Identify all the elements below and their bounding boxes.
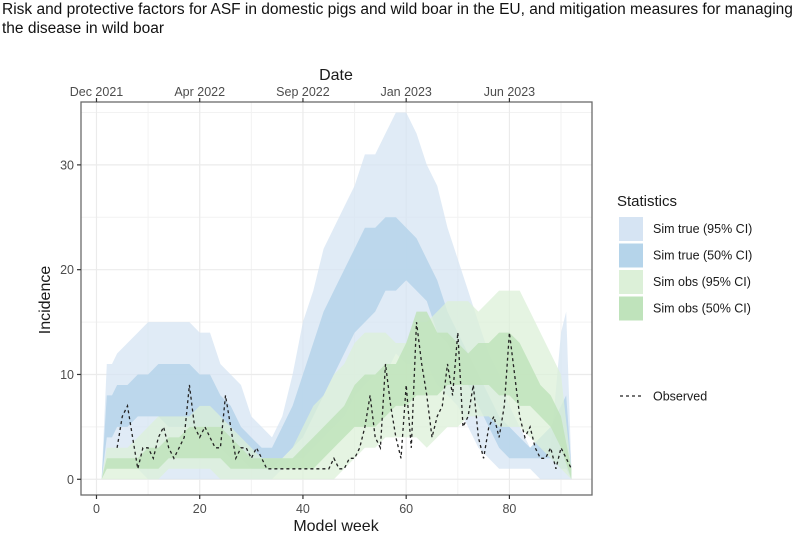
x-tick-label: 40 <box>296 502 310 516</box>
plot-frame <box>80 101 593 496</box>
y-tick-label: 20 <box>60 263 74 277</box>
y-axis-title: Incidence <box>37 266 54 335</box>
top-axis-ticks: Dec 2021 Apr 2022 Sep 2022 Jan 2023 Jun 2023 <box>70 85 535 102</box>
x-axis-ticks: 0 20 40 60 80 <box>93 495 516 516</box>
legend-key-sim-true-95-ci <box>619 217 643 241</box>
legend-label: Sim obs (50% CI) <box>653 302 751 316</box>
legend-label: Observed <box>653 390 707 404</box>
legend-key-sim-true-50-ci <box>619 243 643 268</box>
document-title: Risk and protective factors for ASF in d… <box>2 1 793 37</box>
band-sim-true-50-ci <box>101 217 572 480</box>
x-tick-label: 80 <box>502 502 516 516</box>
top-axis-title: Date <box>319 67 353 84</box>
y-tick-label: 0 <box>67 473 74 487</box>
legend-label: Sim true (50% CI) <box>653 249 752 263</box>
x-tick-label: 20 <box>193 502 207 516</box>
legend-key-sim-obs-95-ci <box>619 270 643 294</box>
top-tick-label: Dec 2021 <box>70 85 124 99</box>
y-axis-ticks: 0 10 20 30 <box>60 158 81 487</box>
x-tick-label: 60 <box>399 502 413 516</box>
y-tick-label: 30 <box>60 158 74 172</box>
x-axis-title: Model week <box>293 518 379 535</box>
legend-label: Sim obs (95% CI) <box>653 275 751 289</box>
y-tick-label: 10 <box>60 368 74 382</box>
panel-border <box>80 101 593 496</box>
legend-key-sim-obs-50-ci <box>619 296 643 321</box>
legend: Statistics Sim true (95% CI) Sim true (50… <box>617 193 752 404</box>
x-tick-label: 0 <box>93 502 100 516</box>
top-tick-label: Apr 2022 <box>174 85 225 99</box>
top-tick-label: Jan 2023 <box>380 85 431 99</box>
band-sim-obs-50-ci <box>101 311 572 480</box>
ci-bands <box>101 112 572 480</box>
top-tick-label: Sep 2022 <box>276 85 330 99</box>
legend-label: Sim true (95% CI) <box>653 222 752 236</box>
legend-title: Statistics <box>617 193 677 210</box>
top-tick-label: Jun 2023 <box>484 85 535 99</box>
